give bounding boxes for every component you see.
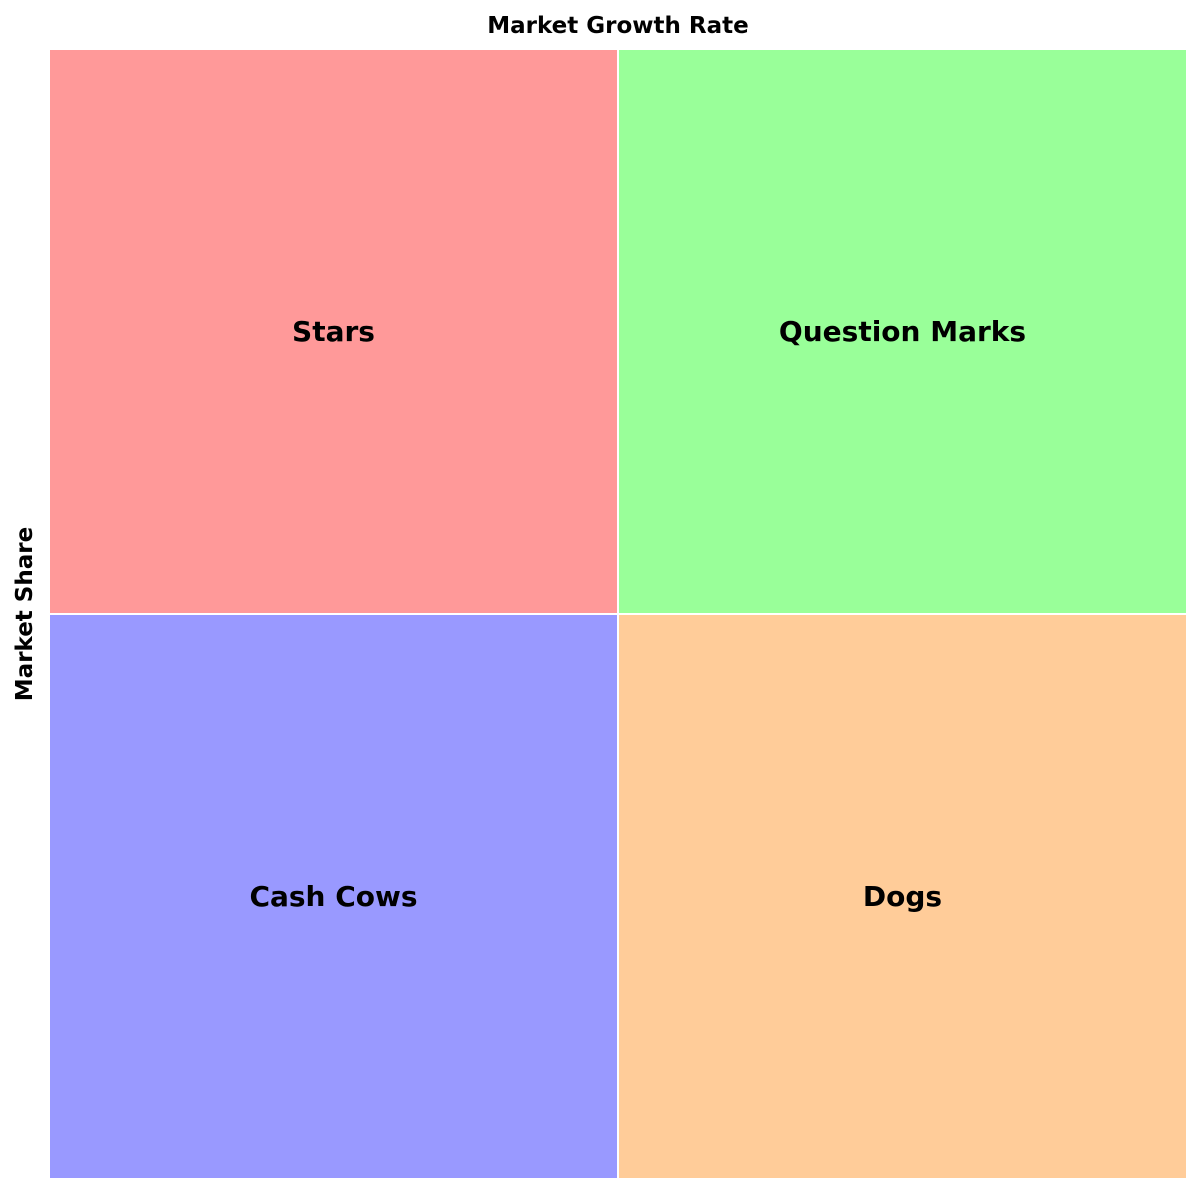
quadrant-label-question-marks: Question Marks [778,315,1027,348]
quadrant-question-marks: Question Marks [619,50,1186,613]
quadrant-cash-cows: Cash Cows [50,615,617,1178]
quadrant-stars: Stars [50,50,617,613]
quadrant-label-dogs: Dogs [862,880,943,913]
quadrant-label-cash-cows: Cash Cows [249,880,418,913]
bcg-matrix: Stars Question Marks Cash Cows Dogs [50,50,1186,1178]
quadrant-label-stars: Stars [292,315,375,348]
quadrant-dogs: Dogs [619,615,1186,1178]
matrix-top-label: Market Growth Rate [487,13,749,39]
matrix-side-label: Market Share [12,526,38,702]
